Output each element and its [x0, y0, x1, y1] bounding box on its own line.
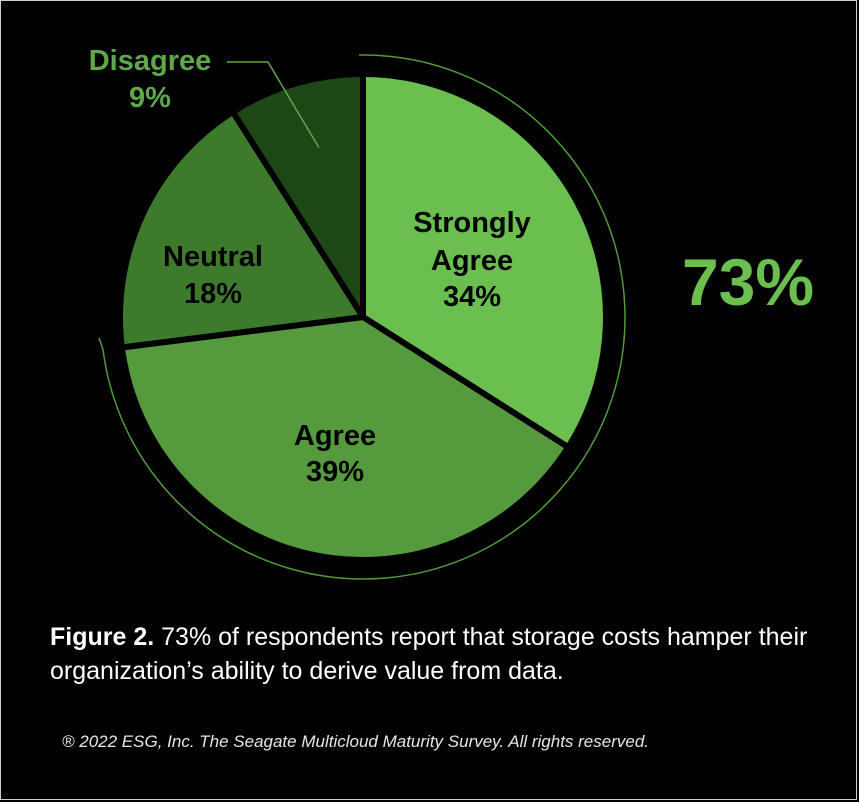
slice-value-label: 34%: [443, 281, 501, 313]
caption-lead: Figure 2.: [50, 623, 155, 651]
pie-slice-disagree: [229, 71, 366, 320]
copyright-notice: ® 2022 ESG, Inc. The Seagate Multicloud …: [62, 732, 650, 751]
caption-text: 73% of respondents report that storage c…: [50, 623, 808, 685]
disagree-leader-line: [227, 61, 320, 149]
slice-name-label: Agree: [294, 420, 376, 452]
slice-value-label: 39%: [306, 456, 364, 488]
pie-slice-agree: [118, 314, 572, 563]
slice-name-label: Disagree: [89, 45, 212, 77]
slice-name-label: Strongly: [413, 207, 531, 239]
slice-value-label: 18%: [184, 278, 242, 310]
figure-caption: Figure 2. 73% of respondents report that…: [50, 620, 830, 688]
slice-name-label: Neutral: [163, 241, 263, 273]
agree-bracket: [98, 54, 626, 580]
slice-value-label: 9%: [129, 82, 171, 114]
slice-name-label: Agree: [431, 245, 513, 277]
combined-agree-percent: 73%: [682, 245, 814, 319]
pie-slice-neutral: [117, 108, 366, 351]
